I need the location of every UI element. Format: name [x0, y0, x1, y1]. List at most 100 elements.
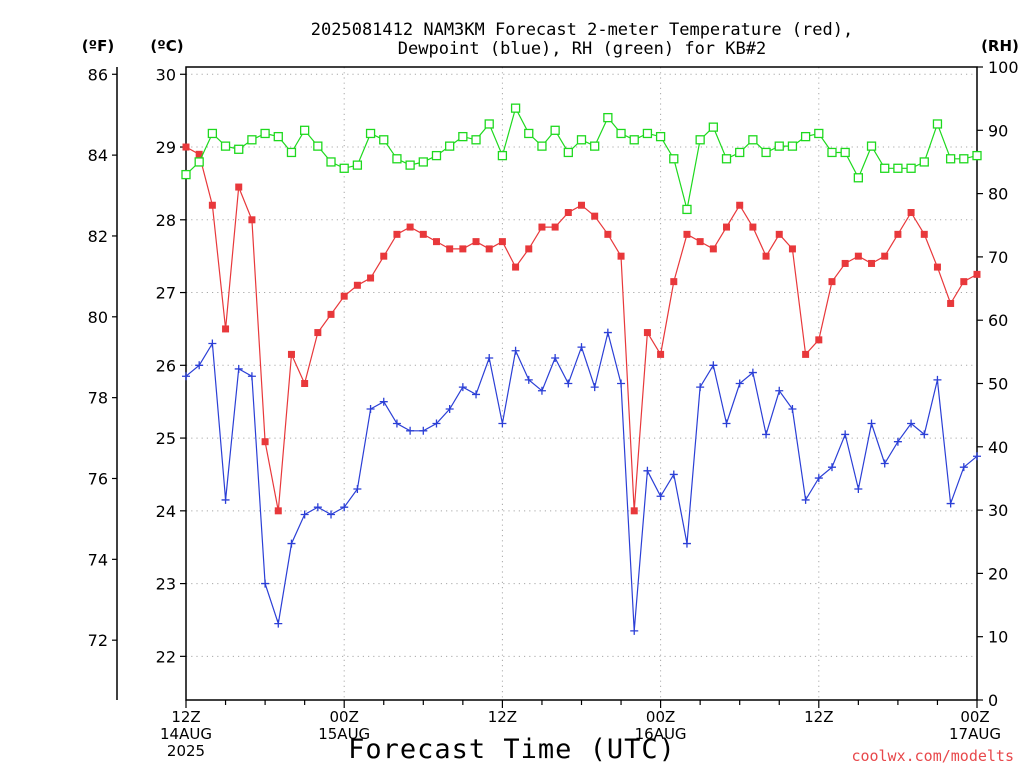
data-point	[802, 350, 810, 358]
series-line	[185, 332, 978, 631]
fahrenheit-tick-label: 72	[88, 631, 108, 650]
data-point	[353, 281, 361, 289]
data-point	[314, 329, 322, 337]
data-point	[340, 292, 348, 300]
data-point	[894, 230, 902, 238]
celsius-tick-label: 22	[156, 647, 176, 666]
data-point	[340, 503, 349, 512]
data-point	[459, 245, 467, 253]
data-point	[431, 150, 442, 161]
data-point	[841, 430, 850, 439]
celsius-tick-label: 25	[156, 429, 176, 448]
data-point	[695, 135, 705, 145]
series-line	[185, 146, 978, 511]
data-point	[814, 128, 824, 139]
data-point	[525, 245, 533, 253]
data-point	[630, 626, 639, 635]
data-point	[762, 430, 771, 439]
data-point	[208, 339, 217, 348]
data-point	[326, 157, 336, 167]
data-point	[840, 147, 850, 158]
data-point	[194, 157, 204, 167]
data-point	[854, 252, 862, 260]
x-axis-label: Forecast Time (UTC)	[348, 734, 676, 765]
data-point	[352, 160, 363, 170]
data-point	[485, 245, 493, 253]
data-point	[761, 147, 771, 158]
data-point	[220, 141, 231, 151]
fahrenheit-tick-label: 78	[88, 389, 108, 408]
data-point	[497, 150, 508, 161]
data-point	[827, 463, 836, 472]
series-2-meter-temperature	[182, 143, 981, 515]
celsius-tick-label: 30	[156, 65, 176, 84]
fahrenheit-tick-label: 76	[88, 469, 108, 488]
data-point	[551, 354, 560, 363]
data-point	[721, 154, 732, 164]
data-point	[617, 379, 626, 388]
data-point	[234, 144, 244, 154]
data-point	[419, 426, 428, 435]
credit-link[interactable]: coolwx.com/modelts	[851, 747, 1014, 765]
fahrenheit-tick-label: 74	[88, 550, 108, 569]
data-point	[406, 223, 414, 231]
data-point	[841, 259, 849, 267]
data-point	[564, 209, 572, 217]
data-point	[708, 122, 718, 132]
data-point	[590, 383, 599, 392]
celsius-unit-label: (ºC)	[150, 37, 183, 55]
data-point	[774, 141, 784, 151]
data-point	[946, 499, 955, 508]
data-point	[247, 372, 256, 381]
data-series	[181, 103, 982, 635]
data-point	[762, 252, 770, 260]
data-point	[748, 368, 757, 377]
data-point	[524, 375, 533, 384]
celsius-tick-label: 29	[156, 138, 176, 157]
data-point	[682, 539, 691, 548]
data-point	[195, 150, 203, 158]
data-point	[274, 619, 283, 628]
data-point	[867, 419, 876, 428]
x-tick-label: 12Z	[171, 708, 200, 726]
data-point	[907, 209, 915, 217]
data-point	[919, 157, 929, 167]
series-rh	[181, 103, 982, 215]
data-point	[485, 354, 494, 363]
data-point	[286, 147, 297, 158]
data-point	[682, 204, 692, 215]
data-point	[880, 459, 889, 468]
data-point	[669, 470, 678, 479]
data-point	[577, 343, 586, 352]
data-point	[656, 492, 665, 501]
data-point	[301, 380, 309, 387]
data-point	[445, 404, 454, 413]
data-point	[920, 430, 929, 439]
data-point	[853, 173, 863, 183]
data-point	[392, 419, 401, 428]
x-tick-label: 00Z	[330, 708, 359, 726]
data-point	[616, 128, 626, 139]
data-point	[564, 379, 573, 388]
data-point	[643, 329, 651, 337]
celsius-tick-label: 23	[156, 575, 176, 594]
data-point	[472, 390, 481, 399]
data-point	[722, 419, 731, 428]
data-point	[484, 119, 494, 129]
data-point	[815, 336, 823, 344]
data-point	[788, 245, 796, 253]
data-point	[353, 485, 362, 493]
data-point	[801, 495, 810, 504]
data-point	[933, 375, 942, 384]
rh-tick-label: 50	[988, 375, 1008, 394]
rh-unit-label: (RH)	[981, 37, 1019, 55]
data-point	[195, 361, 204, 370]
data-point	[932, 119, 943, 129]
data-point	[748, 135, 758, 145]
data-point	[498, 419, 507, 428]
data-point	[657, 350, 665, 358]
x-tick-label: 15AUG	[318, 725, 370, 743]
data-point	[775, 230, 783, 238]
data-point	[366, 404, 375, 413]
data-point	[235, 183, 243, 191]
